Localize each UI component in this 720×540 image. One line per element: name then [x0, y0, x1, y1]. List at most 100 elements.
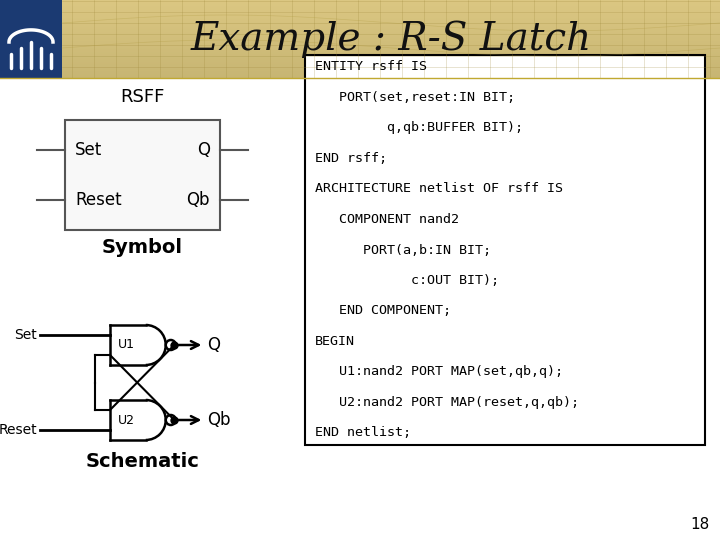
Bar — [62, 25, 720, 26]
Bar — [62, 5, 720, 6]
Text: Symbol: Symbol — [102, 238, 183, 257]
Bar — [62, 31, 720, 32]
Text: q,qb:BUFFER BIT);: q,qb:BUFFER BIT); — [315, 122, 523, 134]
Bar — [62, 14, 720, 15]
Bar — [62, 59, 720, 60]
Text: BEGIN: BEGIN — [315, 335, 355, 348]
Text: ENTITY rsff IS: ENTITY rsff IS — [315, 60, 427, 73]
Bar — [62, 69, 720, 70]
Bar — [62, 18, 720, 19]
Bar — [62, 7, 720, 8]
Text: Q: Q — [207, 336, 220, 354]
Bar — [62, 55, 720, 56]
Bar — [62, 70, 720, 71]
Text: 18: 18 — [690, 517, 710, 532]
Bar — [62, 41, 720, 42]
Bar — [62, 45, 720, 46]
Text: Q: Q — [197, 141, 210, 159]
Bar — [62, 24, 720, 25]
Bar — [62, 68, 720, 69]
Bar — [62, 53, 720, 54]
Bar — [62, 51, 720, 52]
Bar — [62, 4, 720, 5]
Bar — [62, 2, 720, 3]
Text: Set: Set — [75, 141, 102, 159]
Bar — [65, 120, 220, 230]
Bar — [62, 28, 720, 29]
Bar — [62, 76, 720, 77]
Bar — [62, 77, 720, 78]
Text: Qb: Qb — [207, 411, 230, 429]
Bar — [62, 40, 720, 41]
Bar — [62, 8, 720, 9]
Bar — [62, 22, 720, 23]
Bar — [62, 16, 720, 17]
Bar — [62, 9, 720, 10]
Text: U2: U2 — [117, 414, 135, 427]
Bar — [305, 55, 705, 445]
Bar — [62, 54, 720, 55]
Text: PORT(a,b:IN BIT;: PORT(a,b:IN BIT; — [315, 244, 491, 256]
Text: END rsff;: END rsff; — [315, 152, 387, 165]
Bar — [62, 19, 720, 20]
Text: c:OUT BIT);: c:OUT BIT); — [315, 274, 499, 287]
Bar — [62, 49, 720, 50]
Bar — [62, 74, 720, 75]
Bar — [62, 13, 720, 14]
Bar — [62, 37, 720, 38]
Bar — [62, 46, 720, 47]
Bar — [62, 61, 720, 62]
Bar — [62, 39, 720, 40]
Bar — [62, 0, 720, 1]
Bar — [62, 32, 720, 33]
Bar — [62, 3, 720, 4]
Bar — [62, 58, 720, 59]
Text: Reset: Reset — [0, 423, 37, 437]
Text: U2:nand2 PORT MAP(reset,q,qb);: U2:nand2 PORT MAP(reset,q,qb); — [315, 396, 579, 409]
Text: END netlist;: END netlist; — [315, 427, 411, 440]
Bar — [62, 12, 720, 13]
Bar — [62, 50, 720, 51]
Text: PORT(set,reset:IN BIT;: PORT(set,reset:IN BIT; — [315, 91, 515, 104]
Bar — [62, 33, 720, 34]
Bar — [62, 63, 720, 64]
Bar — [62, 72, 720, 73]
Bar — [62, 52, 720, 53]
Bar — [62, 35, 720, 36]
Text: U1:nand2 PORT MAP(set,qb,q);: U1:nand2 PORT MAP(set,qb,q); — [315, 366, 563, 379]
Bar — [62, 36, 720, 37]
Bar — [62, 38, 720, 39]
Bar — [62, 10, 720, 11]
Bar — [62, 75, 720, 76]
Bar — [62, 44, 720, 45]
Bar — [62, 30, 720, 31]
Bar — [62, 20, 720, 21]
Text: ARCHITECTURE netlist OF rsff IS: ARCHITECTURE netlist OF rsff IS — [315, 183, 563, 195]
Bar — [62, 60, 720, 61]
Bar — [62, 42, 720, 43]
Circle shape — [166, 415, 176, 425]
Bar — [62, 27, 720, 28]
Bar — [62, 67, 720, 68]
Bar — [62, 6, 720, 7]
Text: Set: Set — [14, 328, 37, 342]
Bar — [62, 62, 720, 63]
Bar — [62, 73, 720, 74]
Text: Schematic: Schematic — [86, 452, 199, 471]
Text: END COMPONENT;: END COMPONENT; — [315, 305, 451, 318]
Bar — [62, 43, 720, 44]
Text: COMPONENT nand2: COMPONENT nand2 — [315, 213, 459, 226]
Bar — [0, 0, 62, 78]
Bar — [62, 48, 720, 49]
Bar — [62, 57, 720, 58]
Bar — [62, 11, 720, 12]
Bar — [62, 15, 720, 16]
Bar — [62, 65, 720, 66]
Bar — [62, 1, 720, 2]
Bar — [62, 71, 720, 72]
Bar — [62, 29, 720, 30]
Text: U1: U1 — [117, 339, 135, 352]
Text: Example : R-S Latch: Example : R-S Latch — [190, 20, 592, 58]
Bar — [62, 64, 720, 65]
Bar — [62, 17, 720, 18]
